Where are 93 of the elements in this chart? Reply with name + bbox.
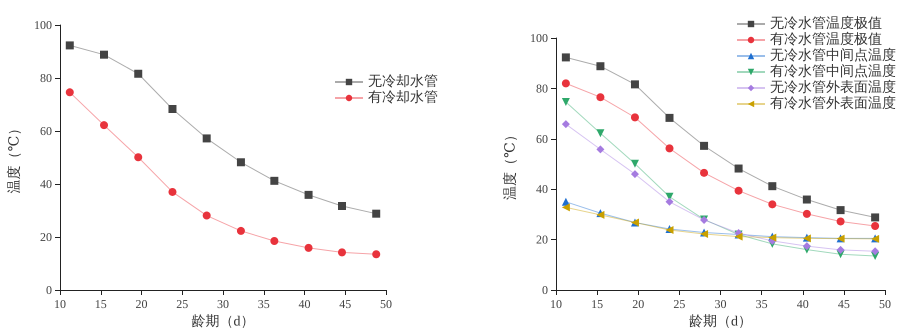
y-tick-label: 0 xyxy=(46,283,52,297)
y-tick-label: 60 xyxy=(536,132,548,146)
point xyxy=(871,222,880,230)
point xyxy=(168,188,176,196)
point xyxy=(836,217,845,226)
point xyxy=(596,145,604,154)
legend-label: 有冷水管外表面温度 xyxy=(770,96,896,112)
x-tick-label: 30 xyxy=(714,297,726,311)
point xyxy=(630,80,639,88)
point xyxy=(270,236,278,245)
x-tick-label: 50 xyxy=(380,297,392,311)
y-tick-label: 80 xyxy=(536,81,548,96)
y-tick-label: 40 xyxy=(40,177,52,191)
y-axis-title: 温度（℃） xyxy=(502,128,518,200)
point xyxy=(630,113,639,122)
point xyxy=(236,158,245,166)
point xyxy=(596,129,604,138)
x-tick-label: 15 xyxy=(591,297,604,311)
legend-label: 有冷水管中间点温度 xyxy=(770,64,896,80)
x-axis-title: 龄期（d） xyxy=(689,314,752,330)
x-tick-label: 25 xyxy=(673,297,686,311)
point xyxy=(562,79,570,88)
point xyxy=(700,142,708,150)
x-tick-label: 35 xyxy=(258,297,270,311)
point xyxy=(304,190,313,199)
point xyxy=(768,200,776,208)
x-tick-label: 15 xyxy=(94,297,107,311)
point xyxy=(734,164,743,173)
x-axis-title: 龄期（d） xyxy=(192,314,254,330)
x-tick-label: 20 xyxy=(136,297,148,311)
y-axis-title: 温度（℃） xyxy=(6,122,22,194)
y-tick-label: 0 xyxy=(542,283,548,297)
point xyxy=(304,244,313,252)
point xyxy=(134,70,142,78)
point xyxy=(338,202,346,210)
point xyxy=(202,134,211,142)
point xyxy=(836,206,845,214)
legend-label: 有冷却水管 xyxy=(368,90,438,106)
point xyxy=(630,160,639,168)
point xyxy=(66,88,74,96)
point xyxy=(596,93,604,102)
y-tick-label: 80 xyxy=(40,71,52,85)
point xyxy=(134,153,142,162)
point xyxy=(562,120,570,128)
point xyxy=(236,226,245,235)
y-tick-label: 40 xyxy=(536,182,548,196)
y-tick-label: 20 xyxy=(536,232,548,247)
point xyxy=(562,53,570,62)
x-tick-label: 10 xyxy=(54,297,66,311)
point xyxy=(836,246,845,254)
x-tick-label: 40 xyxy=(796,297,809,311)
point xyxy=(871,247,880,256)
y-tick-label: 100 xyxy=(530,31,548,45)
x-tick-label: 20 xyxy=(632,297,644,311)
legend-label: 无冷却水管 xyxy=(368,74,438,90)
x-tick-label: 35 xyxy=(756,297,768,311)
point xyxy=(871,213,880,222)
legend-label: 无冷水管中间点温度 xyxy=(770,48,896,64)
point xyxy=(802,242,811,250)
legend-label: 有冷水管温度极值 xyxy=(770,32,882,48)
y-tick-label: 60 xyxy=(40,124,52,138)
x-tick-label: 45 xyxy=(339,297,352,311)
point xyxy=(202,212,211,220)
point xyxy=(666,144,674,152)
legend-label: 无冷水管温度极值 xyxy=(770,16,882,32)
point xyxy=(100,121,108,130)
y-tick-label: 100 xyxy=(34,18,52,32)
point xyxy=(734,186,743,195)
point xyxy=(372,210,380,218)
point xyxy=(666,114,674,122)
point xyxy=(768,182,776,190)
x-tick-label: 40 xyxy=(298,297,310,311)
y-tick-label: 20 xyxy=(40,230,52,244)
point xyxy=(700,168,708,177)
x-tick-label: 10 xyxy=(550,297,562,311)
point xyxy=(596,62,604,70)
point xyxy=(338,248,346,256)
point xyxy=(630,170,639,178)
point xyxy=(66,41,74,50)
point xyxy=(562,203,570,212)
x-tick-label: 25 xyxy=(176,297,188,311)
point xyxy=(802,210,811,218)
point xyxy=(100,50,108,59)
legend-label: 无冷水管外表面温度 xyxy=(770,80,896,96)
x-tick-label: 50 xyxy=(879,297,891,311)
point xyxy=(666,198,674,206)
point xyxy=(372,250,380,258)
point xyxy=(168,105,176,114)
point xyxy=(562,98,570,106)
point xyxy=(802,196,811,204)
x-tick-label: 45 xyxy=(838,297,850,311)
x-tick-label: 30 xyxy=(217,297,229,311)
point xyxy=(270,176,278,185)
